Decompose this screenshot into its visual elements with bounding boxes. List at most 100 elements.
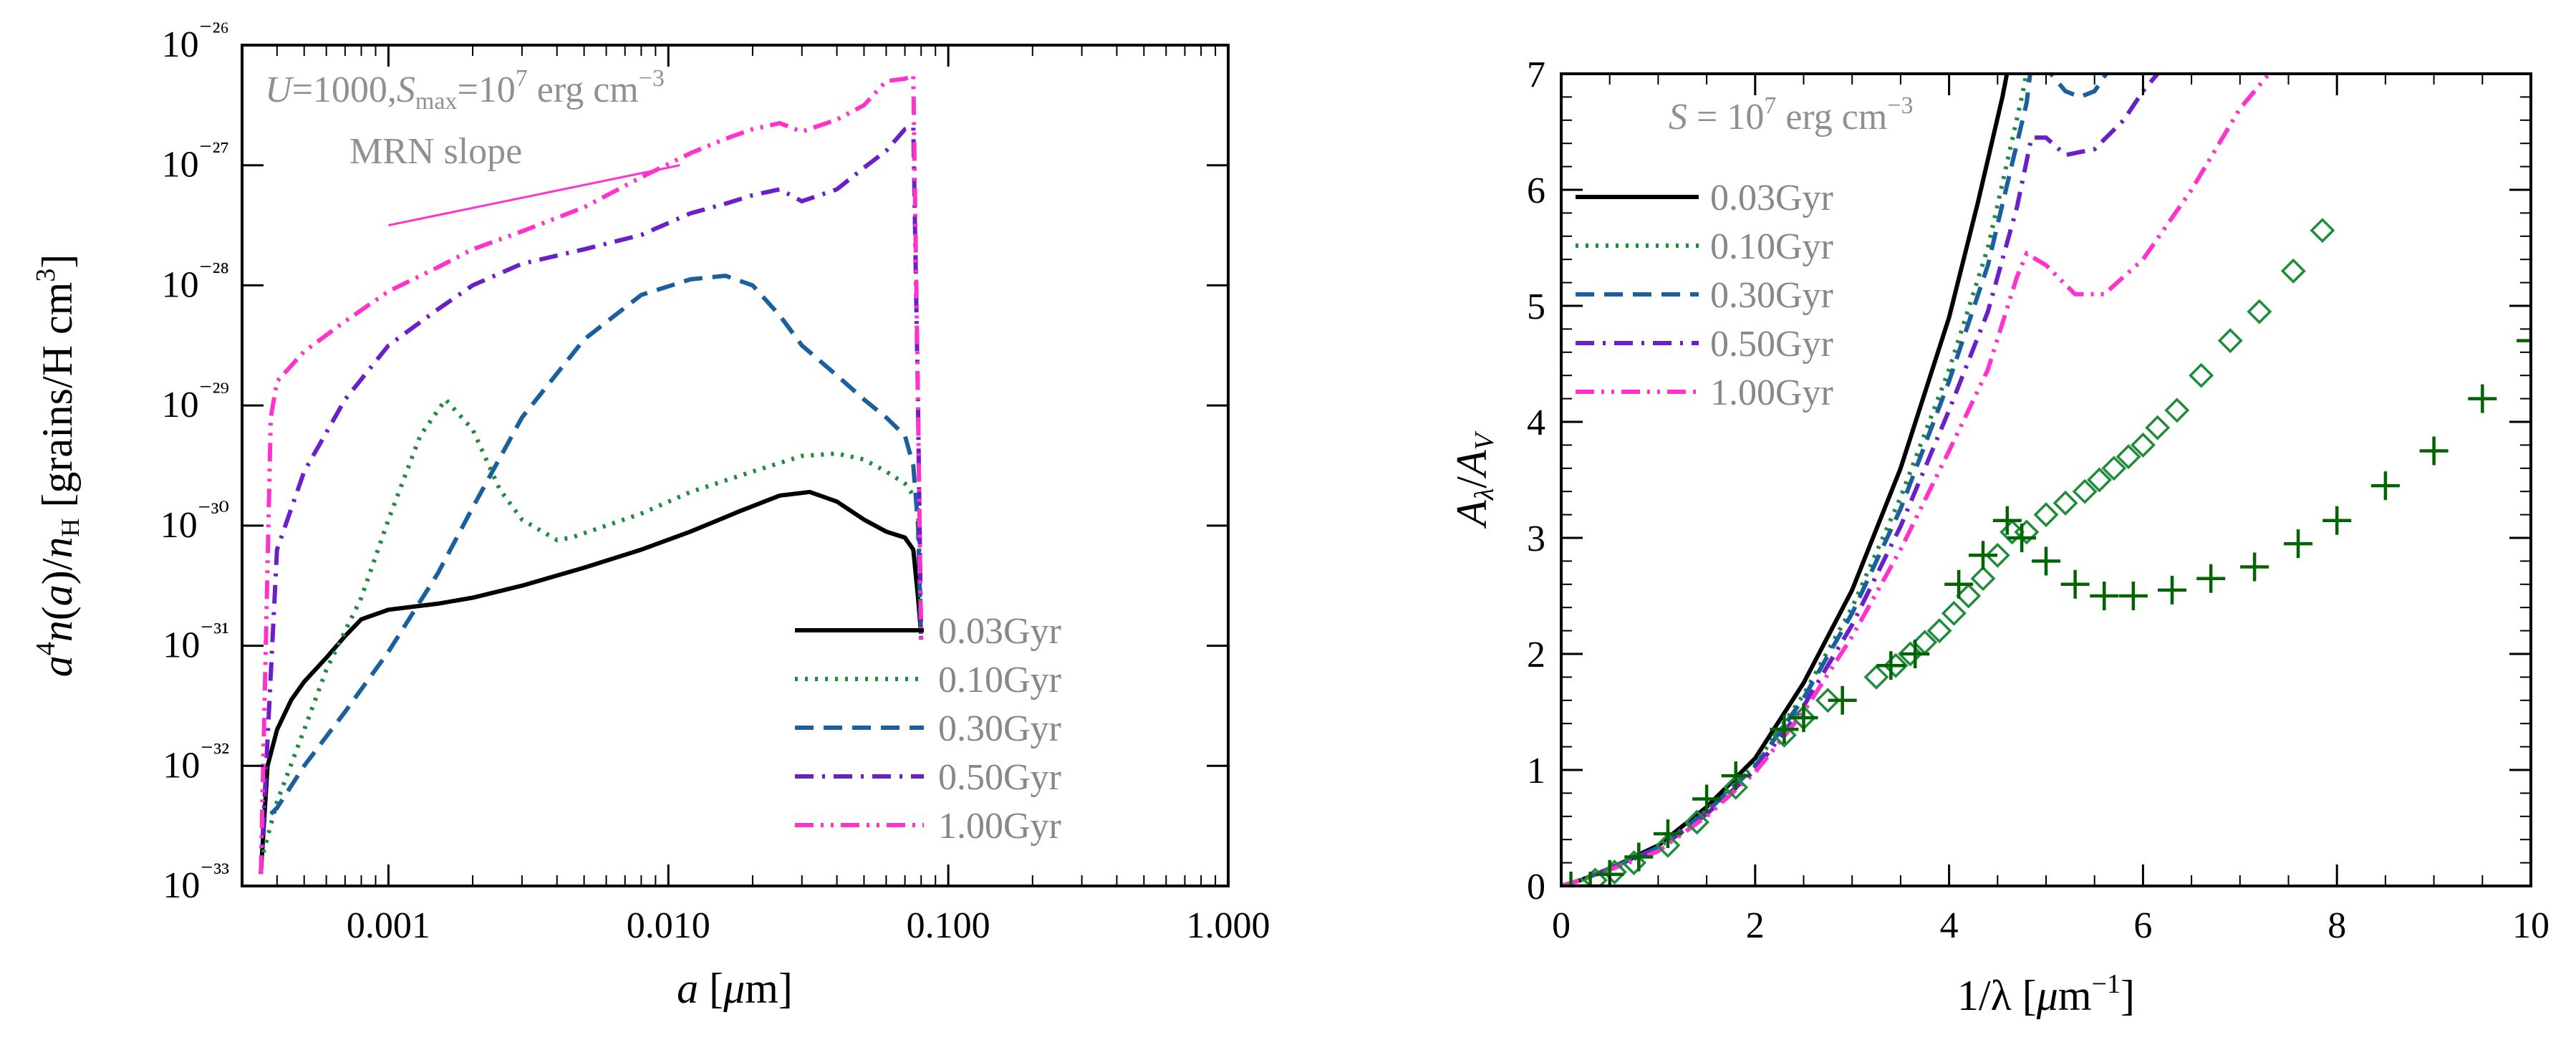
obs-diamond-point: [2189, 362, 2214, 388]
right-series-0.30Gyr: [1561, 74, 2109, 886]
right-ytick-label: 1: [1527, 751, 1545, 791]
obs-cross-point: [1876, 651, 1906, 680]
left-x-axis-title: a [μm]: [677, 965, 793, 1012]
annot2-unit: erg cm: [1776, 97, 1887, 138]
left-legend-label: 0.30Gyr: [938, 708, 1061, 749]
left-series-0.30Gyr: [269, 273, 924, 816]
annot-unit-exp: −3: [639, 65, 665, 92]
left-legend-label: 1.00Gyr: [938, 806, 1061, 847]
obs-diamond-point: [2164, 398, 2190, 423]
right-ytick-label: 6: [1527, 170, 1545, 211]
left-xtick-label: 0.001: [347, 905, 430, 946]
right-series-1.00Gyr: [1561, 74, 2274, 886]
mrn-slope-label: MRN slope: [349, 131, 522, 172]
obs-diamond-point: [1883, 652, 1909, 678]
annot2-exp: 7: [1764, 92, 1776, 119]
obs-cross-point: [2517, 326, 2531, 355]
obs-cross-point: [2118, 582, 2148, 610]
annot2-unit-exp: −3: [1887, 92, 1913, 119]
annot2-s: S: [1669, 97, 1687, 138]
right-legend: 0.03Gyr 0.10Gyr 0.30Gyr 0.50Gyr 1.00Gyr: [1576, 178, 1833, 413]
left-plot-frame: [241, 44, 1230, 887]
obs-diamond-point: [1897, 641, 1923, 667]
obs-cross-point: [1901, 640, 1930, 668]
obs-diamond-point: [1655, 832, 1681, 858]
left-series-1.00Gyr: [259, 72, 924, 875]
obs-cross-point: [1561, 872, 1586, 886]
obs-diamond-point: [2130, 432, 2156, 458]
obs-cross-point: [2419, 436, 2449, 466]
left-ytick-label: 10⁻³²: [163, 737, 229, 786]
right-xtick-label: 2: [1746, 905, 1765, 946]
obs-diamond-point: [1684, 809, 1710, 835]
obs-diamond-point: [2101, 456, 2127, 481]
annot-s-exp: 7: [516, 65, 528, 92]
right-legend-label: 1.00Gyr: [1710, 372, 1833, 413]
left-xtick-label: 1.000: [1187, 905, 1270, 946]
right-ytick-label: 0: [1527, 867, 1545, 907]
obs-cross-point: [1576, 872, 1605, 886]
obs-diamond-point: [1621, 850, 1647, 876]
obs-diamond-point: [2086, 467, 2112, 493]
right-y-axis-title: Aλ/AV: [1448, 430, 1500, 529]
obs-diamond-point: [1999, 519, 2025, 545]
obs-cross-point: [1770, 715, 1799, 744]
obs-cross-point: [1653, 819, 1682, 849]
obs-diamond-point: [1956, 583, 1982, 609]
right-legend-label: 0.03Gyr: [1710, 178, 1833, 218]
left-ytick-label: 10⁻³¹: [163, 617, 229, 666]
left-ytick-label: 10⁻²⁸: [162, 256, 229, 305]
left-legend-label: 0.10Gyr: [938, 660, 1061, 700]
obs-diamond-point: [2310, 218, 2335, 244]
left-ytick-label: 10⁻³⁰: [160, 497, 229, 546]
right-ytick-label: 3: [1527, 519, 1545, 559]
obs-cross-point: [1828, 685, 1857, 715]
right-legend-label: 0.50Gyr: [1710, 324, 1833, 365]
obs-cross-point: [2468, 384, 2497, 413]
left-ytick-label: 10⁻²⁶: [162, 16, 229, 65]
annot-u: U: [265, 69, 294, 110]
annot2-mid: = 10: [1687, 97, 1764, 138]
annot-s-sub: max: [415, 88, 458, 115]
obs-cross-point: [1789, 703, 1818, 733]
obs-diamond-point: [2247, 299, 2272, 324]
annot-u-val: =1000,: [292, 69, 397, 110]
right-xtick-label: 0: [1552, 905, 1571, 946]
left-chart-panel: 0.001 0.010 0.100 1.000 10⁻³³ 10⁻³² 10⁻³¹ 10⁻³⁰…: [31, 16, 1270, 1012]
right-xtick-label: 8: [2327, 905, 2346, 946]
obs-cross-point: [1721, 761, 1750, 791]
obs-diamond-point: [2052, 490, 2078, 516]
annot-unit: erg cm: [528, 69, 639, 110]
obs-cross-point: [2007, 524, 2037, 552]
left-legend-label: 0.50Gyr: [938, 757, 1061, 798]
right-ytick-label: 2: [1527, 635, 1545, 675]
obs-cross-point: [1968, 541, 1997, 570]
right-ytick-label: 5: [1527, 286, 1545, 327]
obs-cross-point: [1624, 842, 1654, 872]
obs-cross-point: [2240, 552, 2269, 582]
obs-cross-point: [2196, 564, 2226, 593]
obs-cross-point: [1944, 569, 1974, 599]
obs-diamond-point: [2014, 519, 2040, 545]
right-xtick-label: 10: [2512, 905, 2550, 946]
right-legend-label: 0.30Gyr: [1710, 275, 1833, 316]
obs-diamond-point: [1863, 664, 1889, 690]
obs-diamond-point: [2280, 258, 2306, 284]
obs-cross-point: [1692, 784, 1722, 814]
obs-diamond-point: [1601, 859, 1627, 885]
obs-diamond-point: [1970, 566, 1996, 592]
left-ytick-label: 10⁻³³: [163, 857, 229, 906]
right-xtick-label: 6: [2133, 905, 2152, 946]
obs-cross-point: [2032, 546, 2060, 576]
left-y-axis-title: a4n(a)/nH [grains/H cm3]: [31, 254, 85, 678]
obs-cross-point: [2322, 506, 2352, 535]
right-legend-label: 0.10Gyr: [1710, 226, 1833, 267]
obs-diamond-point: [1815, 688, 1841, 713]
obs-cross-point: [2370, 471, 2400, 501]
left-series-0.03Gyr: [259, 489, 924, 875]
left-ytick-label: 10⁻²⁹: [162, 377, 229, 425]
obs-diamond-point: [1771, 722, 1797, 748]
left-ytick-label: 10⁻²⁷: [162, 137, 229, 186]
